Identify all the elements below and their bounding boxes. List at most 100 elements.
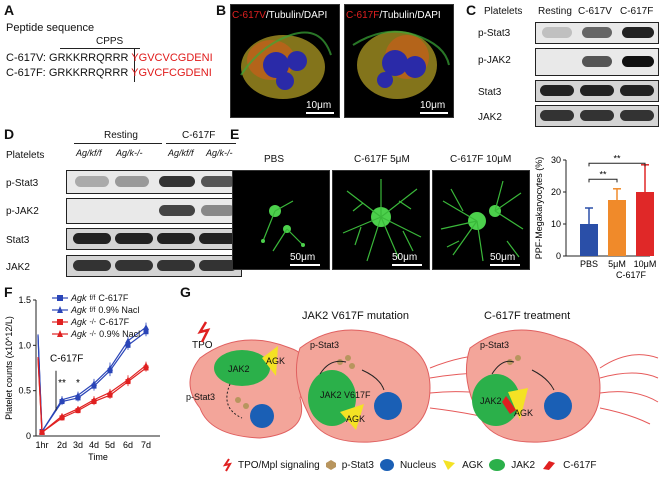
- band: [199, 233, 237, 244]
- g-cell3-jak2: JAK2: [480, 396, 502, 406]
- sequence-c617f: C-617F: GRKKRRQRRR YGVCFCGDENI: [6, 67, 212, 79]
- legend-nucleus-label: Nucleus: [399, 459, 437, 471]
- f-x-tick-label: 4d: [89, 440, 99, 450]
- f-series-line: [37, 357, 147, 434]
- e-bar: [580, 224, 598, 256]
- f-annotation-label: C-617F: [50, 354, 83, 365]
- scale-bar-label-b2: 10μm: [420, 100, 446, 111]
- nucleus-icon: [379, 459, 394, 471]
- g-tpo-label: TPO: [192, 340, 213, 351]
- blot-pjak2-c: [535, 48, 659, 76]
- legend-pstat3-label: p-Stat3: [341, 459, 374, 471]
- pstat3-dot: [337, 359, 343, 365]
- scale-bar-label-e3: 50μm: [490, 252, 516, 263]
- col-label-d-3: Ag/kf/f: [168, 148, 194, 158]
- f-point: [125, 337, 131, 344]
- f-sig-label: *: [76, 378, 80, 389]
- f-y-tick-label: 0.5: [18, 386, 31, 396]
- f-y-tick-label: 1.5: [18, 295, 31, 305]
- e-x-tick-label: 5μM: [608, 259, 626, 269]
- col-label-d-1: Ag/kf/f: [76, 148, 102, 158]
- f-point: [143, 362, 149, 368]
- scale-bar-b1: [306, 112, 334, 114]
- f-x-tick-label: 6d: [123, 440, 133, 450]
- g-cell1-pstat3: p-Stat3: [186, 392, 215, 402]
- band: [159, 176, 195, 187]
- f-legend-item: Agk -/- 0.9% Nacl: [52, 328, 140, 340]
- f-point: [125, 376, 131, 383]
- legend-agk-label: AGK: [462, 459, 484, 471]
- col-label-resting-c: Resting: [538, 6, 572, 17]
- e-sig-label: **: [613, 154, 621, 164]
- g-cell3-pstat3: p-Stat3: [480, 340, 509, 350]
- band: [201, 176, 235, 187]
- f-legend-item: Agk f/f 0.9% Nacl: [52, 304, 140, 316]
- f-point: [39, 429, 45, 435]
- scale-bar-e3: [490, 264, 520, 266]
- pstat3-dot: [345, 355, 351, 361]
- f-point: [75, 405, 81, 412]
- row-label-pstat3-d: p-Stat3: [6, 178, 39, 189]
- f-legend-item: Agk -/- C-617F: [52, 316, 140, 328]
- e-y-tick-label: 10: [551, 219, 561, 229]
- scale-bar-e1: [290, 264, 320, 266]
- micrograph-5um: [332, 170, 430, 270]
- band: [75, 176, 109, 187]
- g-jak2-shape-3: [472, 374, 520, 426]
- panel-label-b: B: [216, 2, 227, 18]
- row-label-jak2-c: JAK2: [478, 112, 502, 123]
- g-cell1-agk: AGK: [266, 356, 285, 366]
- f-x-tick-label: 5d: [105, 440, 115, 450]
- row-label-jak2-d: JAK2: [6, 262, 30, 273]
- scale-bar-label-e2: 50μm: [392, 252, 418, 263]
- pstat3-dot: [243, 403, 249, 409]
- g-cell3-agk: AGK: [514, 408, 533, 418]
- c617f-icon: [543, 461, 556, 470]
- f-legend-genotype-sup: f/f: [89, 294, 96, 302]
- f-legend-genotype: Agk: [71, 305, 87, 315]
- band: [580, 110, 614, 121]
- band: [620, 110, 654, 121]
- g-title-mutation: JAK2 V617F mutation: [302, 310, 410, 322]
- row-label-pstat3-c: p-Stat3: [478, 28, 511, 39]
- band: [582, 27, 612, 38]
- panel-label-d: D: [4, 126, 15, 142]
- group-label-c617f-d: C-617F: [182, 130, 216, 141]
- row-label-stat3-c: Stat3: [478, 87, 502, 98]
- row-label-pjak2-d: p-JAK2: [6, 206, 39, 217]
- g-nucleus-2: [374, 392, 402, 420]
- g-cell2-pstat3: p-Stat3: [310, 340, 339, 350]
- f-x-tick-label: 1hr: [35, 440, 48, 450]
- group-line-c617f-d: [166, 143, 236, 144]
- square-marker-icon: [52, 295, 68, 301]
- panel-label-c: C: [466, 2, 477, 18]
- g-agk-shape-1: [262, 346, 278, 376]
- f-line-chart: 0 0.5 1.0 1.5 Platelet counts (x10^12/L) 1hr 2…: [4, 295, 160, 462]
- tpo-signal-icon: [222, 458, 232, 472]
- cpps-divider: [134, 48, 135, 82]
- sequence-c617v: C-617V: GRKKRRQRRR YGVCVCGDENI: [6, 52, 213, 64]
- platelets-label-c: Platelets: [484, 6, 523, 17]
- band: [199, 260, 237, 271]
- f-x-tick-label: 2d: [57, 440, 67, 450]
- pstat3-dot: [515, 355, 521, 361]
- band: [542, 27, 572, 38]
- g-agk-shape-3: [508, 388, 528, 420]
- e-label-pbs: PBS: [264, 154, 285, 165]
- blot-stat3-c: [535, 80, 659, 102]
- micrograph-c617f-caption: C-617F/Tubulin/DAPI: [346, 10, 441, 21]
- f-point: [59, 413, 65, 419]
- f-point: [91, 380, 97, 386]
- f-x-tick-label: 3d: [73, 440, 83, 450]
- pstat3-dot: [349, 363, 355, 369]
- f-point: [143, 329, 149, 335]
- g-cell1-jak2: JAK2: [228, 364, 250, 374]
- f-legend-item: Agk f/f C-617F: [52, 292, 140, 304]
- e-sig-bracket: [588, 178, 618, 183]
- blot-jak2-d: [66, 255, 242, 277]
- row-label-stat3-d: Stat3: [6, 235, 30, 246]
- g-arrow-3: [491, 360, 555, 391]
- micrograph-c617v: [230, 4, 340, 118]
- pstat3-dot: [507, 359, 513, 365]
- group-label-resting-d: Resting: [104, 130, 138, 141]
